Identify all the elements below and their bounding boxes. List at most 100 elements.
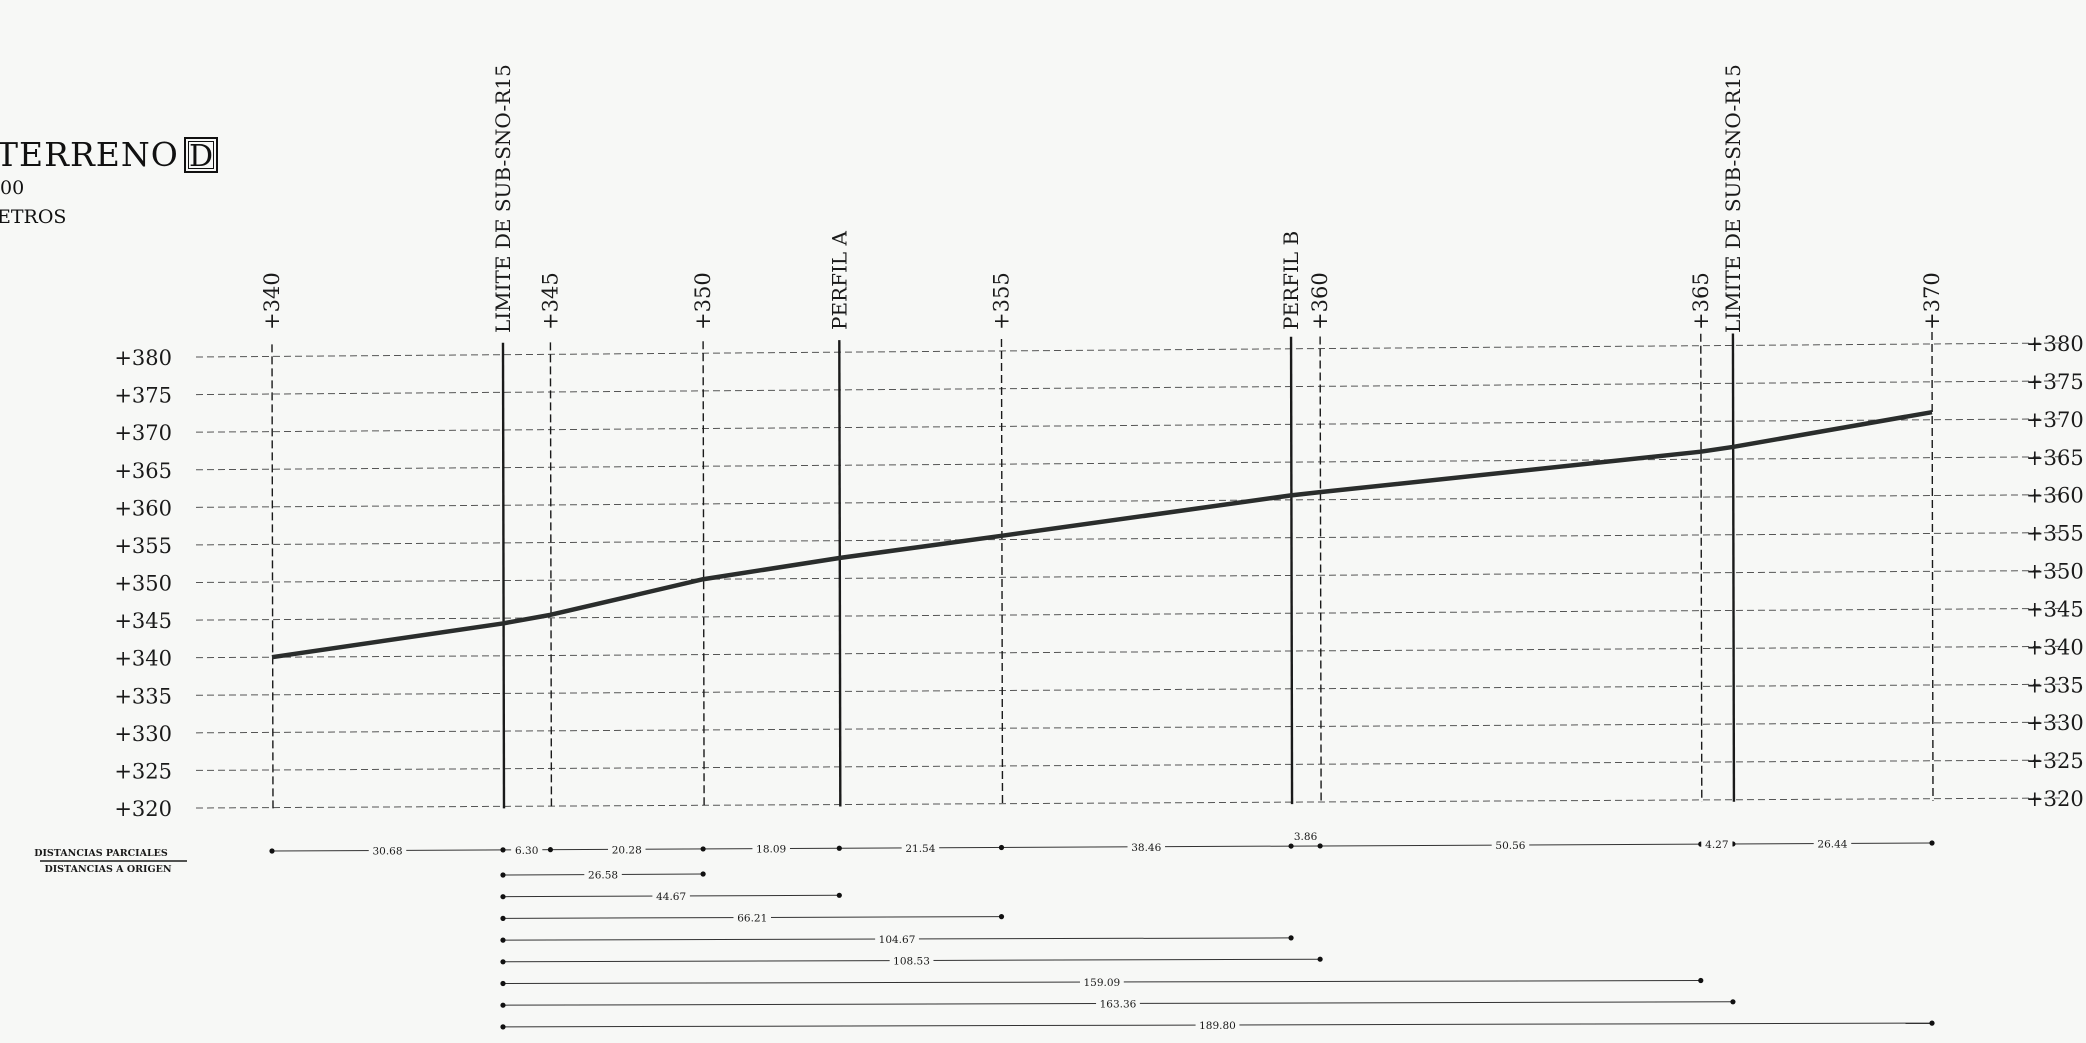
- grid-line: [195, 759, 2061, 771]
- dimension-tick: [500, 894, 506, 900]
- label-bg: [733, 910, 771, 923]
- partial-distance-label: 21.54: [905, 843, 935, 855]
- station-line: [702, 341, 705, 808]
- origin-distance-label: 44.67: [656, 891, 686, 903]
- dimension-tick: [836, 845, 842, 851]
- station-label: LIMITE DE SUB-SNO-R15: [1721, 64, 1745, 333]
- station-line: [1931, 331, 1934, 801]
- grid-line: [195, 494, 2061, 508]
- label-bg: [889, 953, 934, 966]
- units-label: ETROS: [0, 206, 67, 228]
- right-axis-tick: +370: [2026, 408, 2084, 432]
- station-line: [549, 342, 553, 809]
- grid-line: [195, 456, 2061, 471]
- dimension-tick: [1288, 843, 1294, 849]
- station-line: [1319, 336, 1322, 804]
- label-bg: [368, 843, 407, 856]
- station-label: +340: [260, 272, 284, 330]
- partial-distance-label: 6.30: [515, 845, 538, 857]
- grid-line: [195, 570, 2061, 583]
- right-axis-tick: +345: [2026, 597, 2084, 621]
- dimension-tick: [1929, 840, 1935, 846]
- dimension-tick: [500, 959, 506, 965]
- left-axis-tick: +360: [114, 496, 172, 520]
- dimension-tick: [500, 937, 506, 943]
- dimension-tick: [1929, 1020, 1935, 1026]
- partial-distance-label: 4.27: [1705, 839, 1728, 851]
- grid-line: [195, 418, 2061, 433]
- dimension-tick: [547, 847, 554, 853]
- origin-distance-label: 66.21: [737, 913, 767, 925]
- grid-line: [195, 380, 2061, 396]
- grid-line: [195, 721, 2061, 734]
- right-axis-tick: +325: [2026, 749, 2084, 773]
- dimension-tick: [1698, 977, 1704, 984]
- dimension-tick: [700, 846, 706, 852]
- origin-distance-label: 159.09: [1084, 977, 1121, 989]
- left-axis-tick: +340: [114, 647, 172, 671]
- right-axis-tick: +360: [2026, 484, 2084, 508]
- label-bg: [652, 889, 690, 901]
- left-axis-tick: +335: [114, 684, 172, 708]
- origin-distance-label: 26.58: [588, 870, 618, 882]
- elevation-axes: +380 +375 +370 +365 +360 +355 +350 +345 +340 +335…: [114, 332, 2083, 821]
- station-label: PERFIL B: [1279, 231, 1303, 330]
- right-axis-tick: +320: [2026, 787, 2084, 811]
- left-axis-tick: +345: [114, 609, 172, 633]
- station-labels: +340 LIMITE DE SUB-SNO-R15 +345 +350 PERFIL …: [260, 64, 1944, 333]
- right-axis-tick: +375: [2026, 370, 2084, 394]
- label-bg: [752, 841, 790, 854]
- left-axis-tick: +350: [114, 572, 172, 596]
- origin-distance-label: 189.80: [1199, 1020, 1236, 1032]
- station-line: [1289, 336, 1294, 805]
- legend-origin-label: DISTANCIAS A ORIGEN: [44, 864, 171, 875]
- label-bg: [608, 842, 646, 855]
- dimension-tick: [500, 1024, 506, 1030]
- terrain-profile-line: [271, 409, 1933, 660]
- grid-line: [195, 532, 2061, 546]
- elevation-grid: [195, 342, 2061, 809]
- left-axis-tick: +380: [114, 346, 172, 370]
- station-label: +370: [1920, 272, 1944, 330]
- label-bg: [1127, 839, 1166, 852]
- scale-label: 00: [0, 177, 25, 199]
- profile-title: TERRENO: [0, 135, 179, 174]
- left-axis-tick: +375: [114, 384, 172, 408]
- grid-line: [195, 683, 2061, 696]
- left-axis-tick: +330: [114, 722, 172, 746]
- label-bg: [901, 840, 940, 853]
- right-axis-tick: +330: [2026, 711, 2084, 735]
- label-bg: [875, 932, 919, 944]
- dimension-tick: [836, 892, 842, 898]
- label-bg: [511, 842, 543, 855]
- right-axis-tick: +380: [2026, 332, 2084, 356]
- origin-distance-label: 108.53: [893, 956, 930, 968]
- right-axis-tick: +365: [2026, 446, 2084, 470]
- station-label: +355: [989, 272, 1013, 330]
- station-line: [271, 344, 274, 810]
- label-bg: [1079, 975, 1124, 987]
- dimension-tick: [500, 1002, 506, 1008]
- station-line: [838, 340, 842, 807]
- dimension-tick: [1317, 843, 1323, 849]
- dimension-tick: [998, 844, 1005, 851]
- right-axis-tick: +355: [2026, 522, 2084, 546]
- station-line: [1700, 333, 1703, 802]
- dimension-tick: [1288, 935, 1294, 941]
- legend-partial-label: DISTANCIAS PARCIALES: [34, 848, 168, 859]
- station-label: +350: [691, 272, 715, 330]
- grid-line: [195, 607, 2061, 621]
- grid-line: [195, 645, 2061, 659]
- left-axis-tick: +370: [114, 421, 172, 445]
- dimension-tick: [998, 914, 1005, 920]
- label-bg: [1195, 1018, 1240, 1030]
- partial-distance-label: 50.56: [1495, 840, 1525, 852]
- dimension-tick: [1730, 999, 1736, 1005]
- partial-distance-label: 18.09: [756, 844, 786, 856]
- dimension-tick: [1317, 956, 1323, 962]
- station-label: +365: [1689, 272, 1713, 330]
- grid-line: [195, 797, 2061, 809]
- right-axis-tick: +340: [2026, 635, 2084, 659]
